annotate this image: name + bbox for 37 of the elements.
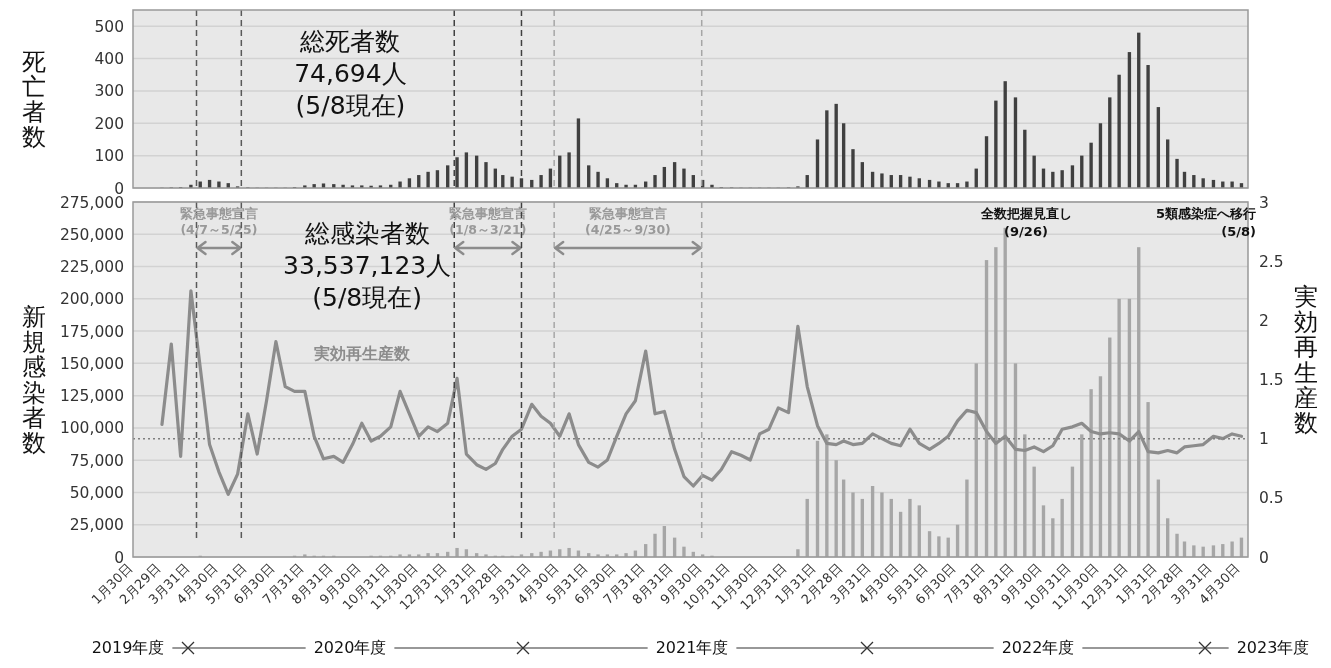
y-tick-label: 500 [94, 17, 124, 36]
text: 2022年度 [1001, 638, 1075, 657]
text: 2020年度 [313, 638, 387, 657]
y2-tick-label: 0 [1259, 548, 1269, 567]
y2-tick-label: 3 [1259, 193, 1269, 212]
annotation: 5類感染症へ移行 (5/8) [1155, 206, 1256, 239]
y-tick-label: 300 [94, 82, 124, 101]
y-tick-label: 50,000 [69, 483, 124, 502]
y2-tick-label: 2.5 [1259, 252, 1284, 271]
y-axis-title: 死亡者数 [22, 47, 46, 152]
y2-tick-label: 2 [1259, 311, 1269, 330]
y2-tick-label: 0.5 [1259, 489, 1284, 508]
text: 2021年度 [655, 638, 729, 657]
y2-tick-label: 1.5 [1259, 371, 1284, 389]
y-axis-title: 新規感染者数 [22, 302, 46, 457]
y-tick-label: 100,000 [59, 419, 124, 438]
y-tick-label: 175,000 [59, 322, 124, 341]
ref-line-label: 緊急事態宣言 (4/25～9/30) [585, 206, 671, 237]
annotation: 総死者数 74,694人 (5/8現在) [294, 27, 407, 120]
text: 2023年度 [1236, 638, 1310, 657]
y-tick-label: 200,000 [59, 290, 124, 309]
y2-axis-title: 実効再生産数 [1294, 282, 1318, 437]
y-tick-label: 200 [94, 114, 124, 133]
y-tick-label: 25,000 [69, 516, 124, 535]
y-tick-label: 100 [94, 147, 124, 166]
ref-line-label: 緊急事態宣言 (1/8～3/21) [448, 206, 527, 237]
y-tick-label: 125,000 [59, 387, 124, 406]
text: 2019年度 [91, 638, 165, 657]
y-tick-label: 250,000 [59, 225, 124, 244]
y-tick-label: 225,000 [59, 258, 124, 277]
y-tick-label: 75,000 [69, 451, 124, 470]
y-tick-label: 275,000 [59, 193, 124, 212]
y2-tick-label: 1 [1259, 430, 1269, 449]
series-label: 実効再生産数 [312, 344, 411, 363]
y-tick-label: 150,000 [59, 354, 124, 373]
y-tick-label: 400 [94, 50, 124, 69]
annotation: 全数把握見直し (9/26) [979, 206, 1072, 239]
